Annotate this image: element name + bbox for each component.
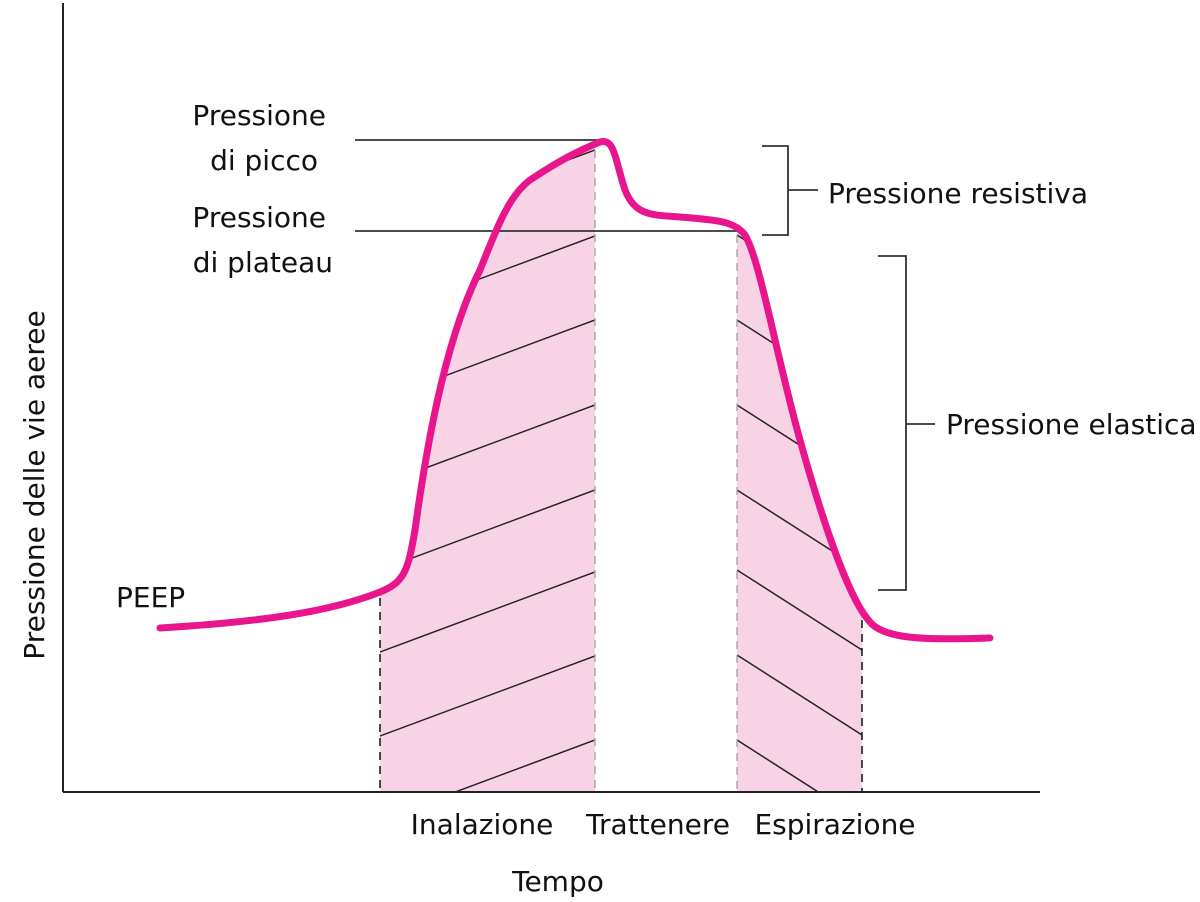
phase-label: Espirazione	[754, 808, 915, 841]
pressure-curve	[156, 138, 994, 643]
phase-label: Inalazione	[411, 808, 554, 841]
phase-label: Trattenere	[585, 808, 730, 841]
resistive-label: Pressione resistiva	[828, 177, 1088, 210]
axes	[62, 3, 1040, 793]
peep-label: PEEP	[116, 581, 185, 614]
elastic-label: Pressione elastica	[946, 408, 1197, 441]
plateau-label: Pressione	[192, 201, 326, 234]
x-axis-label: Tempo	[511, 865, 604, 898]
y-axis-label: Pressione delle vie aeree	[18, 310, 51, 659]
phase-dividers	[379, 150, 863, 792]
expiration-area	[737, 141, 862, 792]
inhalation-area	[380, 141, 595, 792]
plateau-label: di plateau	[193, 246, 333, 279]
peak-label: di picco	[210, 144, 318, 177]
reference-lines	[355, 139, 935, 591]
peak-label: Pressione	[192, 99, 326, 132]
